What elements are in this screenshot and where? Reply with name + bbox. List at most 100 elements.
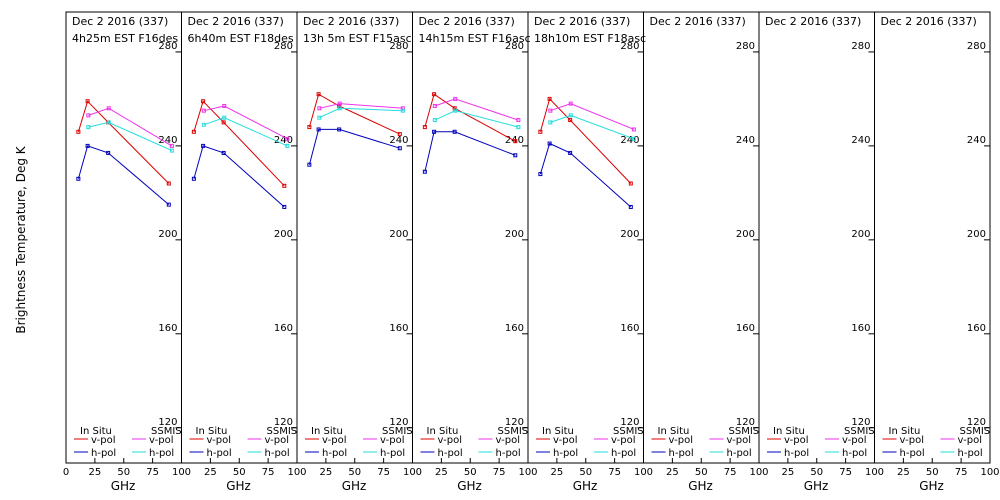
x-tick-label: 25 [782,467,795,478]
data-point-ssmis_v [337,101,342,106]
data-point-insitu_v [316,92,321,97]
series-line-insitu_h [193,145,285,208]
data-point-insitu_h [628,204,633,209]
panel-title-date: Dec 2 2016 (337) [650,15,746,28]
data-point-ssmis_v [169,143,174,148]
data-point-insitu_h [513,153,518,158]
x-tick-label: 100 [634,467,653,478]
panel-title-time: 13h 5m EST F15asc [303,32,412,45]
y-tick-label: 280 [736,41,755,52]
panel-2: Dec 2 2016 (337) 6h40m EST F18des 120 160 20… [181,11,307,493]
y-tick-label: 120 [389,417,408,428]
data-point-ssmis_h [285,143,290,148]
data-point-insitu_v [568,118,573,123]
data-point-insitu_h [85,143,90,148]
series-line-ssmis_v [434,98,519,121]
y-tick-label: 240 [389,135,408,146]
series-line-insitu_h [77,145,170,205]
legend-ssmis-vpol-label: v-pol [958,435,983,446]
series-line-insitu_v [539,97,632,184]
data-point-insitu_v [628,181,633,186]
x-tick-label: 50 [464,467,477,478]
legend-ssmis-hpol-label: h-pol [265,448,290,459]
data-point-ssmis_v [86,113,91,118]
x-tick-label: 50 [926,467,939,478]
legend-ssmis-header: SSMIS [960,426,991,437]
x-tick-label: 50 [695,467,708,478]
y-tick-label: 240 [851,135,870,146]
legend-insitu-header: In Situ [427,426,459,437]
panel-5: Dec 2 2016 (337) 18h10m EST F18asc 120 160 2… [527,11,653,493]
legend-ssmis-header: SSMIS [729,426,760,437]
panel-3: Dec 2 2016 (337) 13h 5m EST F15asc 120 160 2… [296,11,422,493]
data-point-ssmis_h [400,108,405,113]
data-point-insitu_v [513,139,518,144]
x-tick-label: 100 [287,467,306,478]
data-point-insitu_v [166,181,171,186]
data-point-ssmis_h [201,122,206,127]
y-tick-label: 280 [158,41,177,52]
y-tick-label: 200 [736,229,755,240]
series-line-insitu_v [308,93,401,135]
legend-insitu-header: In Situ [80,426,112,437]
y-tick-label: 120 [158,417,177,428]
data-point-ssmis_h [317,115,322,120]
panel-title-time: 18h10m EST F18asc [534,32,646,45]
data-point-insitu_h [432,129,437,134]
legend-insitu-vpol-label: v-pol [669,435,694,446]
data-point-insitu_v [397,132,402,137]
series-line-insitu_h [539,142,632,208]
y-tick-label: 280 [505,41,524,52]
y-tick-label: 200 [851,229,870,240]
legend-ssmis-hpol-label: h-pol [727,448,752,459]
data-point-ssmis_h [106,120,111,125]
data-point-insitu_v [422,125,427,130]
data-point-insitu_h [166,202,171,207]
data-point-insitu_v [201,99,206,104]
data-point-ssmis_v [453,96,458,101]
series-line-ssmis_h [88,121,173,152]
legend-ssmis-hpol-label: h-pol [842,448,867,459]
data-point-insitu_v [221,120,226,125]
legend-insitu-hpol-label: h-pol [669,448,694,459]
data-point-ssmis_h [548,120,553,125]
y-tick-label: 240 [736,135,755,146]
data-point-ssmis_h [337,106,342,111]
x-tick-label: 75 [955,467,968,478]
data-point-insitu_h [568,150,573,155]
y-tick-label: 200 [389,229,408,240]
y-tick-label: 120 [620,417,639,428]
series-line-ssmis_h [434,110,519,128]
x-tick-label: 75 [493,467,506,478]
panel-title-date: Dec 2 2016 (337) [188,15,284,28]
y-tick-label: 240 [274,135,293,146]
x-tick-label: 100 [172,467,191,478]
legend-ssmis-vpol-label: v-pol [842,435,867,446]
legend-ssmis-hpol-label: h-pol [958,448,983,459]
panel-8: Dec 2 2016 (337) 120 160 200 240 280 25 50 75 100… [874,11,1000,493]
legend-insitu-hpol-label: h-pol [553,448,578,459]
panel-title-date: Dec 2 2016 (337) [419,15,515,28]
data-point-insitu_h [452,129,457,134]
data-point-insitu_h [397,146,402,151]
y-tick-label: 200 [620,229,639,240]
data-point-insitu_v [452,106,457,111]
x-tick-label: 50 [117,467,130,478]
y-tick-label: 160 [620,323,639,334]
y-tick-label: 160 [389,323,408,334]
data-point-insitu_h [538,172,543,177]
data-point-ssmis_h [516,125,521,130]
x-tick-label: 50 [810,467,823,478]
series-line-insitu_v [424,93,516,142]
legend-ssmis-hpol-label: h-pol [380,448,405,459]
data-point-ssmis_h [453,108,458,113]
legend-insitu-header: In Situ [311,426,343,437]
y-tick-label: 240 [158,135,177,146]
data-point-ssmis_h [86,125,91,130]
